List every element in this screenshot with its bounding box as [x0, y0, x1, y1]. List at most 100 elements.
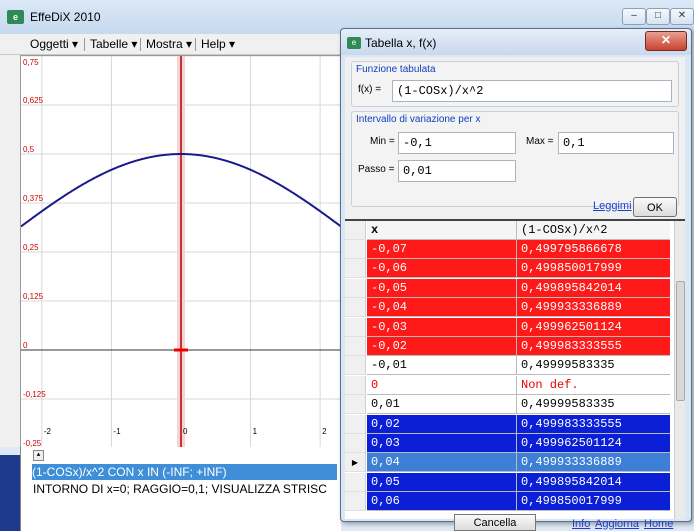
menu-tabelle[interactable]: Tabelle ▾ — [90, 37, 138, 51]
table-row[interactable]: 0,05 0,499895842014 — [345, 472, 670, 492]
table-row[interactable]: 0,03 0,499962501124 — [345, 434, 670, 453]
cell-fx[interactable]: 0,499933336889 — [517, 453, 670, 473]
table-row[interactable]: -0,05 0,499895842014 — [345, 278, 670, 298]
ok-button[interactable]: OK — [633, 197, 677, 217]
menu-oggetti[interactable]: Oggetti ▾ — [30, 37, 79, 51]
cell-x[interactable]: 0,06 — [367, 492, 517, 512]
home-link[interactable]: Home — [644, 518, 674, 530]
dialog-close-button[interactable]: ✕ — [645, 31, 687, 51]
cell-x[interactable]: 0,03 — [367, 434, 517, 453]
row-indicator[interactable] — [345, 472, 366, 492]
menu-mostra[interactable]: Mostra ▾ — [146, 37, 193, 51]
passo-label: Passo = — [358, 164, 395, 175]
function-group: Funzione tabulata f(x) = (1-COSx)/x^2 — [351, 61, 679, 107]
cell-x[interactable]: -0,01 — [367, 356, 517, 376]
row-indicator[interactable] — [345, 375, 366, 395]
cell-fx[interactable]: Non def. — [517, 375, 670, 395]
x-tick-label: -1 — [113, 427, 121, 436]
row-indicator[interactable] — [345, 414, 366, 434]
row-indicator[interactable] — [345, 317, 366, 337]
cell-fx[interactable]: 0,499983333555 — [517, 337, 670, 356]
minimize-button[interactable]: – — [622, 8, 646, 25]
row-indicator[interactable] — [345, 298, 366, 318]
row-indicator[interactable] — [345, 278, 366, 298]
scrollbar-thumb[interactable] — [676, 281, 685, 401]
table-scrollbar[interactable] — [674, 221, 685, 519]
menu-help[interactable]: Help ▾ — [201, 37, 236, 51]
cell-fx[interactable]: 0,499983333555 — [517, 414, 670, 434]
cell-fx[interactable]: 0,499795866678 — [517, 240, 670, 259]
cell-fx[interactable]: 0,499850017999 — [517, 492, 670, 512]
scroll-up-icon[interactable]: ▴ — [33, 450, 44, 461]
x-tick-label: 1 — [253, 427, 258, 436]
maximize-button[interactable]: □ — [646, 8, 670, 25]
info-link[interactable]: Info — [572, 518, 591, 530]
cell-x[interactable]: 0,05 — [367, 472, 517, 492]
cell-x[interactable]: 0,01 — [367, 395, 517, 415]
cell-fx[interactable]: 0,499962501124 — [517, 434, 670, 453]
graph-area[interactable]: 0,75 0,625 0,5 0,375 0,25 0,125 0 -0,125 -0,25 -2… — [20, 55, 342, 449]
table-row[interactable]: 0,06 0,499850017999 — [345, 492, 670, 512]
table-row[interactable]: -0,02 0,499983333555 — [345, 337, 670, 356]
y-tick-label: 0,75 — [23, 58, 39, 67]
cell-x[interactable]: 0,04 — [367, 453, 517, 473]
y-tick-label: 0,25 — [23, 243, 39, 252]
row-indicator[interactable]: ▶ — [345, 453, 366, 473]
cell-x[interactable]: 0,02 — [367, 414, 517, 434]
menu-separator — [84, 38, 85, 51]
table-row[interactable]: -0,06 0,499850017999 — [345, 259, 670, 279]
menu-separator — [140, 38, 141, 51]
cell-x[interactable]: -0,07 — [367, 240, 517, 259]
fx-input[interactable]: (1-COSx)/x^2 — [392, 80, 672, 102]
cell-fx[interactable]: 0,499850017999 — [517, 259, 670, 279]
cell-x[interactable]: -0,02 — [367, 337, 517, 356]
min-label: Min = — [370, 136, 395, 147]
cell-fx[interactable]: 0,499962501124 — [517, 317, 670, 337]
cell-x[interactable]: -0,03 — [367, 317, 517, 337]
row-indicator[interactable] — [345, 259, 366, 279]
min-input[interactable]: -0,1 — [398, 132, 516, 154]
y-tick-label: 0,375 — [23, 194, 44, 203]
cell-fx[interactable]: 0,49999583335 — [517, 356, 670, 376]
cell-fx[interactable]: 0,499933336889 — [517, 298, 670, 318]
table-row[interactable]: 0,01 0,49999583335 — [345, 395, 670, 415]
row-indicator[interactable] — [345, 356, 366, 376]
table-row[interactable]: -0,03 0,499962501124 — [345, 317, 670, 337]
close-button[interactable]: ✕ — [670, 8, 694, 25]
cell-fx[interactable]: 0,499895842014 — [517, 472, 670, 492]
cell-fx[interactable]: 0,499895842014 — [517, 278, 670, 298]
leggimi-link[interactable]: Leggimi — [593, 200, 632, 212]
row-indicator[interactable] — [345, 434, 366, 453]
command-line[interactable]: INTORNO DI x=0; RAGGIO=0,1; VISUALIZZA S… — [33, 482, 327, 496]
max-input[interactable]: 0,1 — [558, 132, 674, 154]
y-tick-label: 0,625 — [23, 96, 44, 105]
table-row[interactable]: 0 Non def. — [345, 375, 670, 395]
aggiorna-link[interactable]: Aggiorna — [595, 518, 640, 530]
cell-fx[interactable]: 0,49999583335 — [517, 395, 670, 415]
table-row[interactable]: -0,01 0,49999583335 — [345, 356, 670, 376]
values-table[interactable]: x (1-COSx)/x^2 -0,07 0,499795866678 -0,06 0… — [345, 219, 685, 519]
table-row[interactable]: ▶ 0,04 0,499933336889 — [345, 453, 670, 473]
x-tick-label: 2 — [322, 427, 327, 436]
row-indicator[interactable] — [345, 240, 366, 259]
intervallo-label: Intervallo di variazione per x — [356, 114, 481, 125]
table-row[interactable]: -0,04 0,499933336889 — [345, 298, 670, 318]
table-row[interactable]: -0,07 0,499795866678 — [345, 240, 670, 259]
cell-x[interactable]: -0,05 — [367, 278, 517, 298]
row-indicator[interactable] — [345, 337, 366, 356]
x-tick-label: 0 — [183, 427, 188, 436]
cell-x[interactable]: 0 — [367, 375, 517, 395]
cell-x[interactable]: -0,06 — [367, 259, 517, 279]
header-fx[interactable]: (1-COSx)/x^2 — [517, 221, 670, 240]
dialog-icon: e — [347, 37, 361, 49]
cancella-button[interactable]: Cancella — [454, 514, 536, 531]
cell-x[interactable]: -0,04 — [367, 298, 517, 318]
passo-input[interactable]: 0,01 — [398, 160, 516, 182]
command-line-selected[interactable]: (1-COSx)/x^2 CON x IN (-INF; +INF) — [32, 464, 337, 480]
row-indicator[interactable] — [345, 395, 366, 415]
header-x[interactable]: x — [367, 221, 517, 240]
app-icon: e — [7, 10, 24, 24]
table-row[interactable]: 0,02 0,499983333555 — [345, 414, 670, 434]
row-indicator[interactable] — [345, 492, 366, 512]
y-tick-label: 0 — [23, 341, 28, 350]
